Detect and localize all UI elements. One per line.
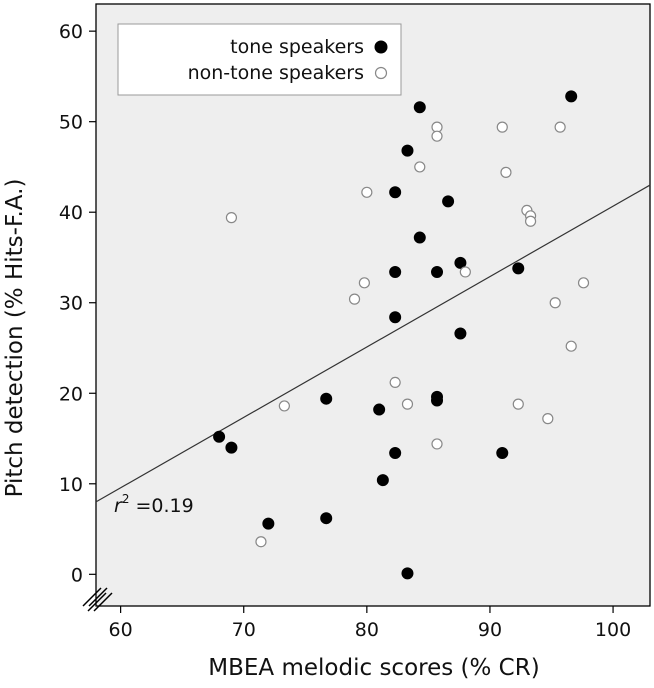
legend: tone speakers non-tone speakers	[117, 23, 402, 96]
tone-speaker-point	[320, 512, 333, 525]
regression-line	[95, 184, 651, 503]
tone-speaker-point	[262, 517, 275, 530]
non-tone-speaker-point	[500, 166, 512, 178]
tone-speaker-point	[389, 186, 402, 199]
tone-speaker-point	[496, 447, 509, 460]
axis-break-marks	[82, 587, 113, 612]
non-tone-speaker-point	[361, 186, 373, 198]
y-tick-label: 40	[59, 202, 83, 224]
non-tone-speaker-point	[431, 130, 443, 142]
tone-speaker-point	[431, 394, 444, 407]
tone-speaker-point	[401, 144, 414, 157]
tone-speaker-point	[565, 90, 578, 103]
non-tone-speaker-point	[577, 277, 590, 289]
non-tone-speaker-point	[565, 340, 577, 352]
x-tick-label: 60	[109, 619, 133, 641]
legend-box	[117, 23, 402, 96]
x-tick-label: 100	[595, 619, 631, 641]
non-tone-speaker-point	[348, 293, 361, 305]
tone-speaker-point	[512, 262, 525, 275]
y-tick-label: 20	[59, 383, 83, 405]
x-axis: 60 70 80 90 100	[109, 606, 631, 641]
y-tick-label: 30	[59, 293, 83, 315]
non-tone-speaker-point	[554, 121, 566, 133]
non-tone-speaker-point	[512, 398, 524, 410]
legend-label-non-tone: non-tone speakers	[188, 62, 364, 84]
x-tick-label: 70	[232, 619, 256, 641]
non-tone-speaker-point	[542, 413, 554, 425]
non-tone-speaker-point	[459, 266, 471, 278]
r-squared-annotation: r2 =0.19	[114, 492, 194, 517]
legend-marker-tone	[374, 40, 388, 54]
x-axis-title: MBEA melodic scores (% CR)	[208, 655, 539, 681]
tone-speaker-point	[401, 567, 414, 580]
tone-speaker-point	[213, 430, 226, 443]
data-points	[213, 90, 590, 580]
legend-label-tone: tone speakers	[230, 36, 364, 58]
tone-speaker-point	[320, 392, 333, 405]
non-tone-speaker-point	[401, 398, 414, 410]
y-tick-label: 0	[71, 564, 83, 586]
y-axis-title: Pitch detection (% Hits-F.A.)	[2, 179, 28, 498]
non-tone-speaker-point	[414, 161, 426, 173]
non-tone-speaker-point	[496, 121, 508, 133]
tone-speaker-point	[389, 265, 402, 278]
tone-speaker-point	[431, 265, 444, 278]
tone-speaker-point	[442, 195, 455, 208]
tone-speaker-point	[373, 403, 386, 416]
x-tick-label: 90	[478, 619, 502, 641]
non-tone-speaker-point	[524, 215, 537, 227]
tone-speaker-point	[454, 327, 467, 340]
tone-speaker-point	[389, 447, 402, 460]
x-tick-label: 80	[355, 619, 379, 641]
non-tone-speaker-point	[225, 212, 238, 224]
tone-speaker-point	[413, 101, 426, 114]
y-tick-label: 60	[59, 21, 83, 43]
legend-marker-non-tone	[374, 66, 388, 80]
non-tone-speaker-point	[549, 297, 561, 309]
non-tone-speaker-point	[278, 400, 290, 412]
r-squared-value: =0.19	[129, 495, 193, 517]
tone-speaker-point	[225, 441, 238, 454]
r-squared-base: r	[114, 495, 123, 517]
tone-speaker-point	[413, 231, 426, 244]
non-tone-speaker-point	[358, 277, 370, 289]
r-squared-superscript: 2	[122, 492, 130, 506]
y-tick-label: 10	[59, 474, 83, 496]
regression-line-group	[95, 184, 651, 503]
tone-speaker-point	[454, 256, 467, 269]
non-tone-speaker-point	[431, 438, 443, 450]
non-tone-speaker-point	[255, 536, 267, 548]
tone-speaker-point	[389, 311, 402, 324]
y-tick-label: 50	[59, 112, 83, 134]
y-axis: 0 10 20 30 40 50 60	[59, 21, 96, 586]
non-tone-speaker-point	[389, 376, 401, 388]
tone-speaker-point	[376, 474, 389, 487]
